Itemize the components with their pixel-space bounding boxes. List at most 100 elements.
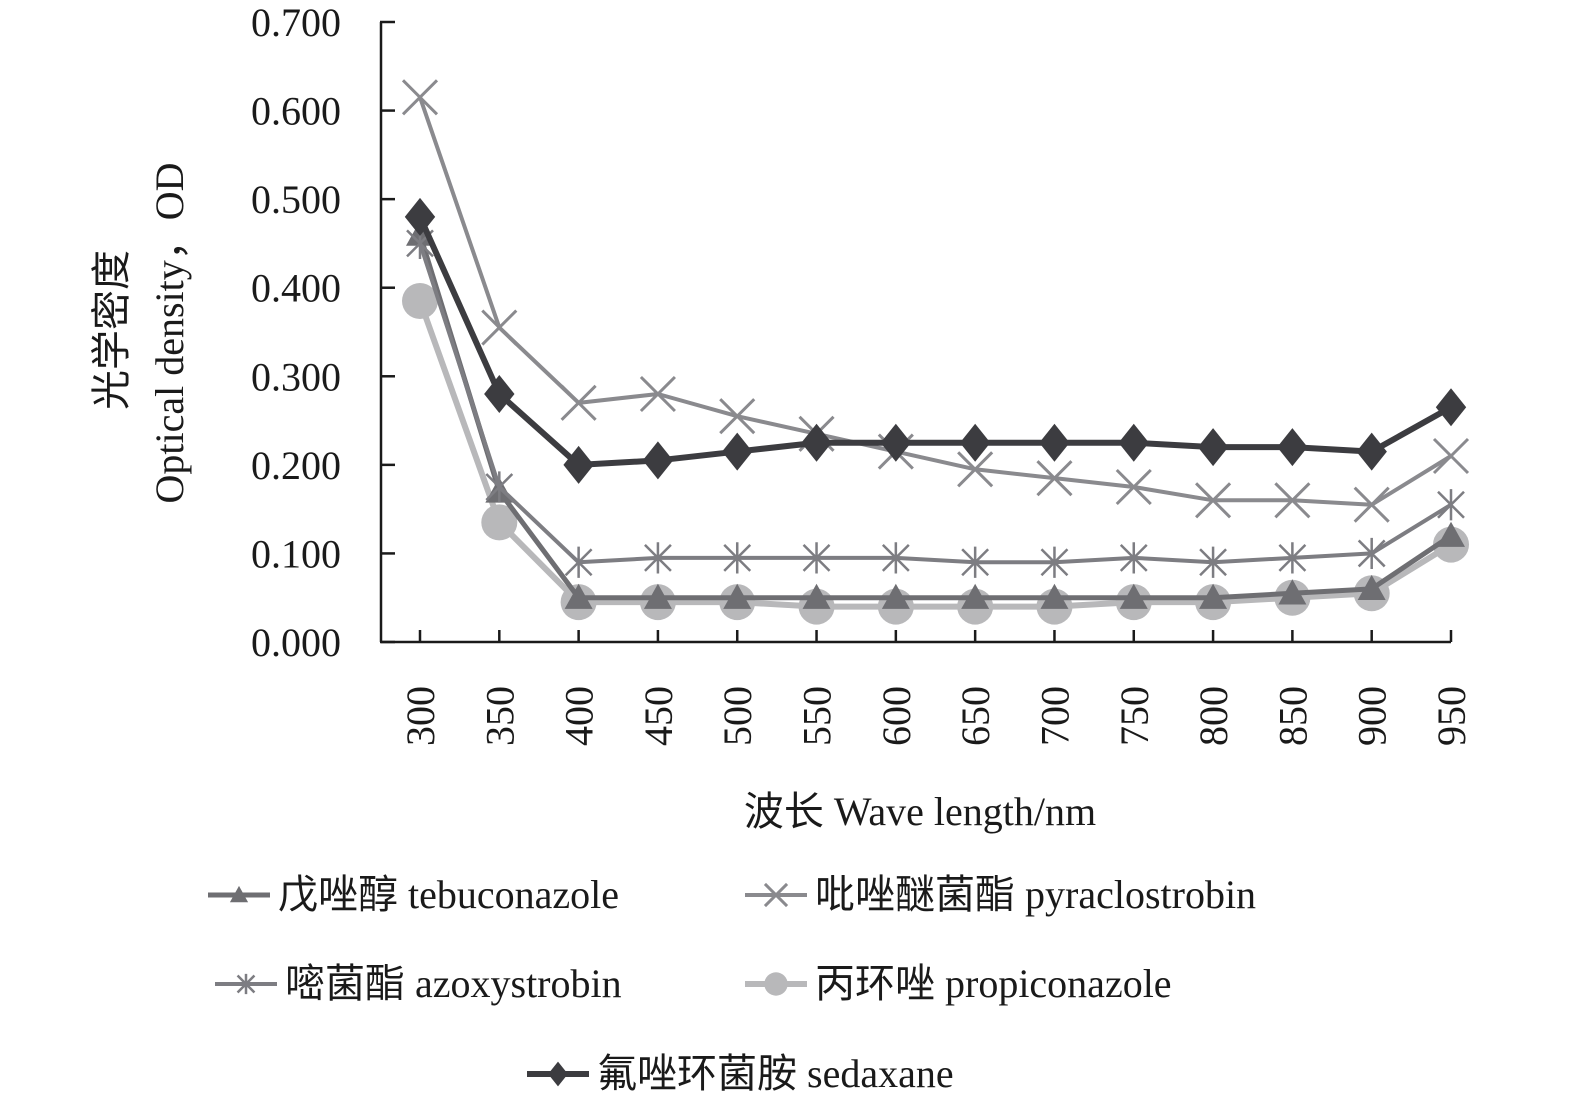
data-point — [1197, 428, 1229, 467]
x-tick-label: 800 — [1191, 686, 1236, 746]
data-point — [1278, 542, 1307, 574]
data-point — [880, 423, 912, 462]
y-tick-label: 0.400 — [251, 266, 341, 311]
data-point — [1039, 423, 1070, 462]
data-point — [1277, 428, 1308, 467]
data-point — [481, 504, 518, 541]
data-point — [644, 542, 672, 574]
y-tick-label: 0.500 — [251, 177, 341, 222]
legend-marker — [548, 1061, 568, 1087]
x-tick-label: 350 — [477, 686, 522, 746]
data-point — [404, 197, 436, 236]
data-point — [719, 398, 756, 435]
legend-item: 丙环唑 propiconazole — [745, 961, 1172, 1006]
data-point — [1195, 482, 1232, 519]
data-point — [1278, 579, 1307, 605]
series-line — [417, 215, 1453, 468]
y-tick-label: 0.300 — [251, 354, 341, 399]
legend-label: 嘧菌酯 azoxystrobin — [285, 961, 622, 1006]
legend-item: 吡唑醚菌酯 pyraclostrobin — [745, 872, 1256, 917]
x-tick-label: 900 — [1350, 686, 1395, 746]
data-point — [564, 583, 593, 609]
y-axis-title-cn: 光学密度 — [89, 250, 134, 410]
data-point — [1274, 482, 1311, 519]
legend-marker — [236, 973, 256, 995]
data-point — [402, 283, 438, 319]
y-tick-label: 0.600 — [251, 89, 341, 134]
series-x — [401, 79, 1470, 523]
axes — [379, 22, 1451, 644]
data-point — [801, 423, 832, 462]
legend-label: 丙环唑 propiconazole — [815, 961, 1172, 1006]
data-point — [1040, 583, 1069, 609]
data-point — [881, 542, 910, 574]
legend-item: 嘧菌酯 azoxystrobin — [215, 961, 622, 1006]
data-point — [481, 309, 518, 346]
data-point — [881, 583, 910, 609]
data-point — [802, 583, 831, 609]
data-point — [1040, 546, 1069, 578]
data-point — [643, 583, 672, 609]
x-tick-label: 650 — [953, 686, 998, 746]
data-point — [959, 423, 991, 462]
data-point — [1437, 521, 1465, 547]
data-point — [1353, 486, 1390, 523]
y-axis-ticks: 0.000 0.100 0.200 0.300 0.400 0.500 0.600 0.700 — [251, 0, 395, 665]
legend-item: 戊唑醇 tebuconazole — [208, 872, 619, 917]
series-asterisk — [406, 227, 1465, 578]
y-tick-label: 0.000 — [251, 620, 341, 665]
data-point — [639, 375, 676, 413]
legend: 戊唑醇 tebuconazole 吡唑醚菌酯 pyraclostrobin 嘧菌酯 … — [208, 872, 1256, 1096]
data-point — [1435, 388, 1467, 427]
data-point — [1437, 489, 1465, 521]
y-tick-label: 0.200 — [251, 443, 341, 488]
data-point — [722, 432, 753, 471]
data-point — [484, 375, 515, 413]
data-point — [1357, 537, 1386, 570]
legend-label: 戊唑醇 tebuconazole — [278, 872, 619, 917]
data-point — [1036, 460, 1073, 497]
data-point — [401, 79, 439, 116]
x-axis-ticks: 300 350 400 450 500 550 600 650 700 750 800 850 900 9… — [398, 630, 1474, 746]
x-tick-label: 550 — [795, 686, 840, 746]
series-layer — [401, 79, 1470, 625]
x-tick-label: 400 — [557, 686, 602, 746]
x-tick-label: 300 — [398, 686, 443, 746]
legend-label: 氟唑环菌胺 sedaxane — [597, 1051, 954, 1096]
data-point — [1115, 468, 1152, 506]
series-line — [418, 96, 1453, 507]
data-point — [723, 542, 752, 574]
series-line — [418, 242, 1453, 565]
data-point — [485, 471, 514, 503]
data-point — [961, 583, 990, 609]
x-tick-label: 950 — [1429, 686, 1474, 746]
data-point — [564, 546, 593, 578]
y-axis-title: Optical density，OD — [147, 162, 192, 503]
data-point — [1432, 437, 1470, 475]
data-point — [1199, 546, 1227, 578]
legend-label: 吡唑醚菌酯 pyraclostrobin — [815, 872, 1256, 917]
legend-marker — [229, 885, 249, 903]
data-point — [1357, 574, 1386, 601]
data-point — [642, 441, 674, 480]
legend-item: 氟唑环菌胺 sedaxane — [527, 1051, 954, 1096]
x-tick-label: 850 — [1270, 686, 1315, 746]
x-tick-label: 600 — [874, 686, 919, 746]
legend-marker — [764, 972, 788, 996]
data-point — [723, 583, 752, 609]
data-point — [1119, 542, 1148, 574]
data-point — [1199, 583, 1228, 609]
y-tick-label: 0.100 — [251, 531, 341, 576]
data-point — [961, 546, 990, 578]
x-axis-title: 波长 Wave length/nm — [744, 789, 1096, 834]
data-point — [802, 542, 831, 574]
legend-marker — [763, 882, 789, 908]
y-tick-label: 0.700 — [251, 0, 341, 45]
series-diamond — [404, 197, 1467, 484]
x-tick-label: 700 — [1032, 686, 1077, 746]
x-tick-label: 450 — [636, 686, 681, 746]
x-tick-label: 750 — [1112, 686, 1157, 746]
data-point — [957, 451, 994, 488]
